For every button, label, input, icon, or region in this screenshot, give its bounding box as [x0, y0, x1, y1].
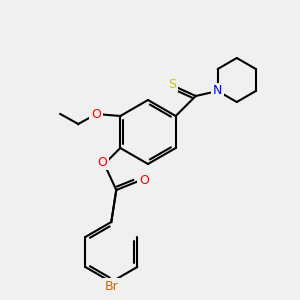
Text: O: O [139, 173, 149, 187]
Text: Br: Br [104, 280, 118, 292]
Text: N: N [213, 85, 222, 98]
Text: O: O [91, 107, 101, 121]
Text: O: O [97, 155, 107, 169]
Text: S: S [168, 77, 176, 91]
